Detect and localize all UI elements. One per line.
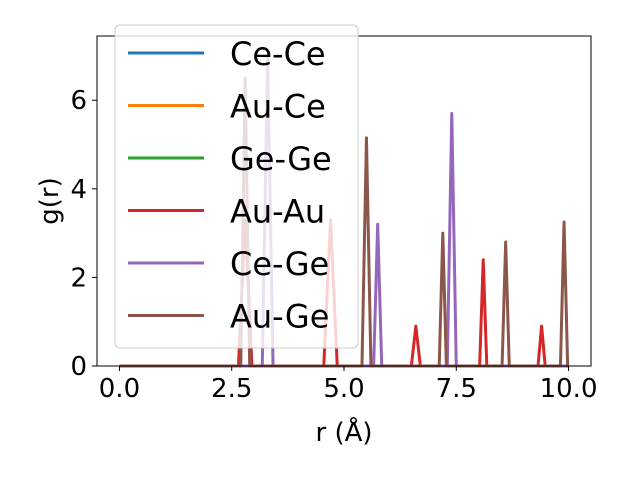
- y-tick-label: 2: [70, 263, 87, 293]
- x-tick-label: 10.0: [540, 374, 598, 404]
- legend-label: Ce-Ge: [230, 245, 329, 283]
- y-axis: 0 2 4 6: [70, 86, 97, 382]
- x-axis: 0.0 2.5 5.0 7.5 10.0: [99, 366, 598, 404]
- legend-label: Ce-Ce: [230, 35, 326, 73]
- legend-label: Au-Au: [230, 193, 325, 231]
- y-tick-label: 0: [70, 352, 87, 382]
- legend: Ce-Ce Au-Ce Ge-Ge Au-Au Ce-Ge Au-Ge: [114, 24, 359, 349]
- y-axis-title: g(r): [35, 177, 65, 224]
- x-axis-title: r (Å): [315, 416, 372, 448]
- legend-label: Au-Ge: [230, 298, 329, 336]
- y-tick-label: 6: [70, 86, 87, 116]
- x-tick-label: 2.5: [211, 374, 252, 404]
- legend-label: Ge-Ge: [230, 140, 332, 178]
- x-tick-label: 7.5: [436, 374, 477, 404]
- x-tick-label: 5.0: [323, 374, 364, 404]
- x-tick-label: 0.0: [99, 374, 140, 404]
- legend-label: Au-Ce: [230, 88, 326, 126]
- y-tick-label: 4: [70, 175, 87, 205]
